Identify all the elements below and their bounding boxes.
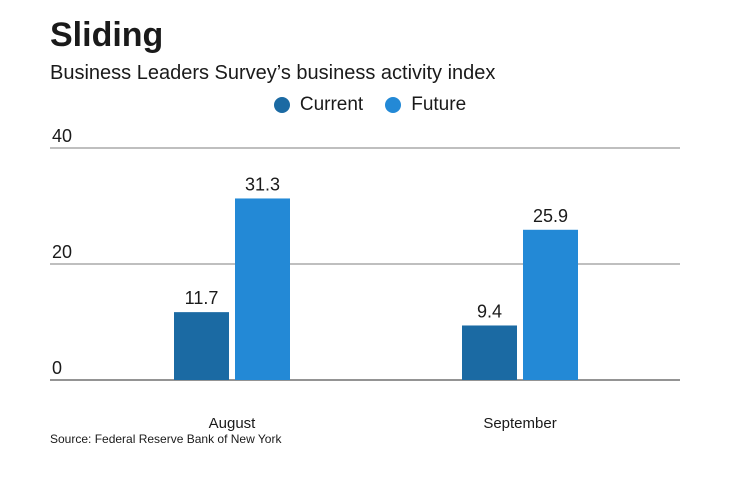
y-tick-label: 0 <box>52 358 62 378</box>
y-tick-label: 40 <box>52 126 72 146</box>
chart-subtitle: Business Leaders Survey’s business activ… <box>50 62 496 84</box>
bar-future <box>235 198 290 380</box>
legend-label-current: Current <box>299 94 364 115</box>
x-tick-label: September <box>483 415 556 432</box>
legend-swatch-current <box>273 97 290 113</box>
x-tick-label: August <box>209 415 257 432</box>
legend-item-current: Current <box>273 94 364 116</box>
chart-title: Sliding <box>50 16 164 54</box>
source-note: Source: Federal Reserve Bank of New York <box>50 432 282 446</box>
bar-current <box>462 325 517 380</box>
legend-label-future: Future <box>411 94 467 115</box>
y-tick-label: 20 <box>52 242 72 262</box>
bar-value-label: 11.7 <box>185 288 219 308</box>
bar-value-label: 9.4 <box>477 301 502 321</box>
bar-future <box>523 229 578 380</box>
legend-item-future: Future <box>385 94 466 116</box>
bar-value-label: 31.3 <box>245 174 280 194</box>
legend-swatch-future <box>385 97 402 113</box>
bar-current <box>174 312 229 380</box>
bar-value-label: 25.9 <box>533 206 568 226</box>
chart-legend: Current Future <box>0 94 740 116</box>
